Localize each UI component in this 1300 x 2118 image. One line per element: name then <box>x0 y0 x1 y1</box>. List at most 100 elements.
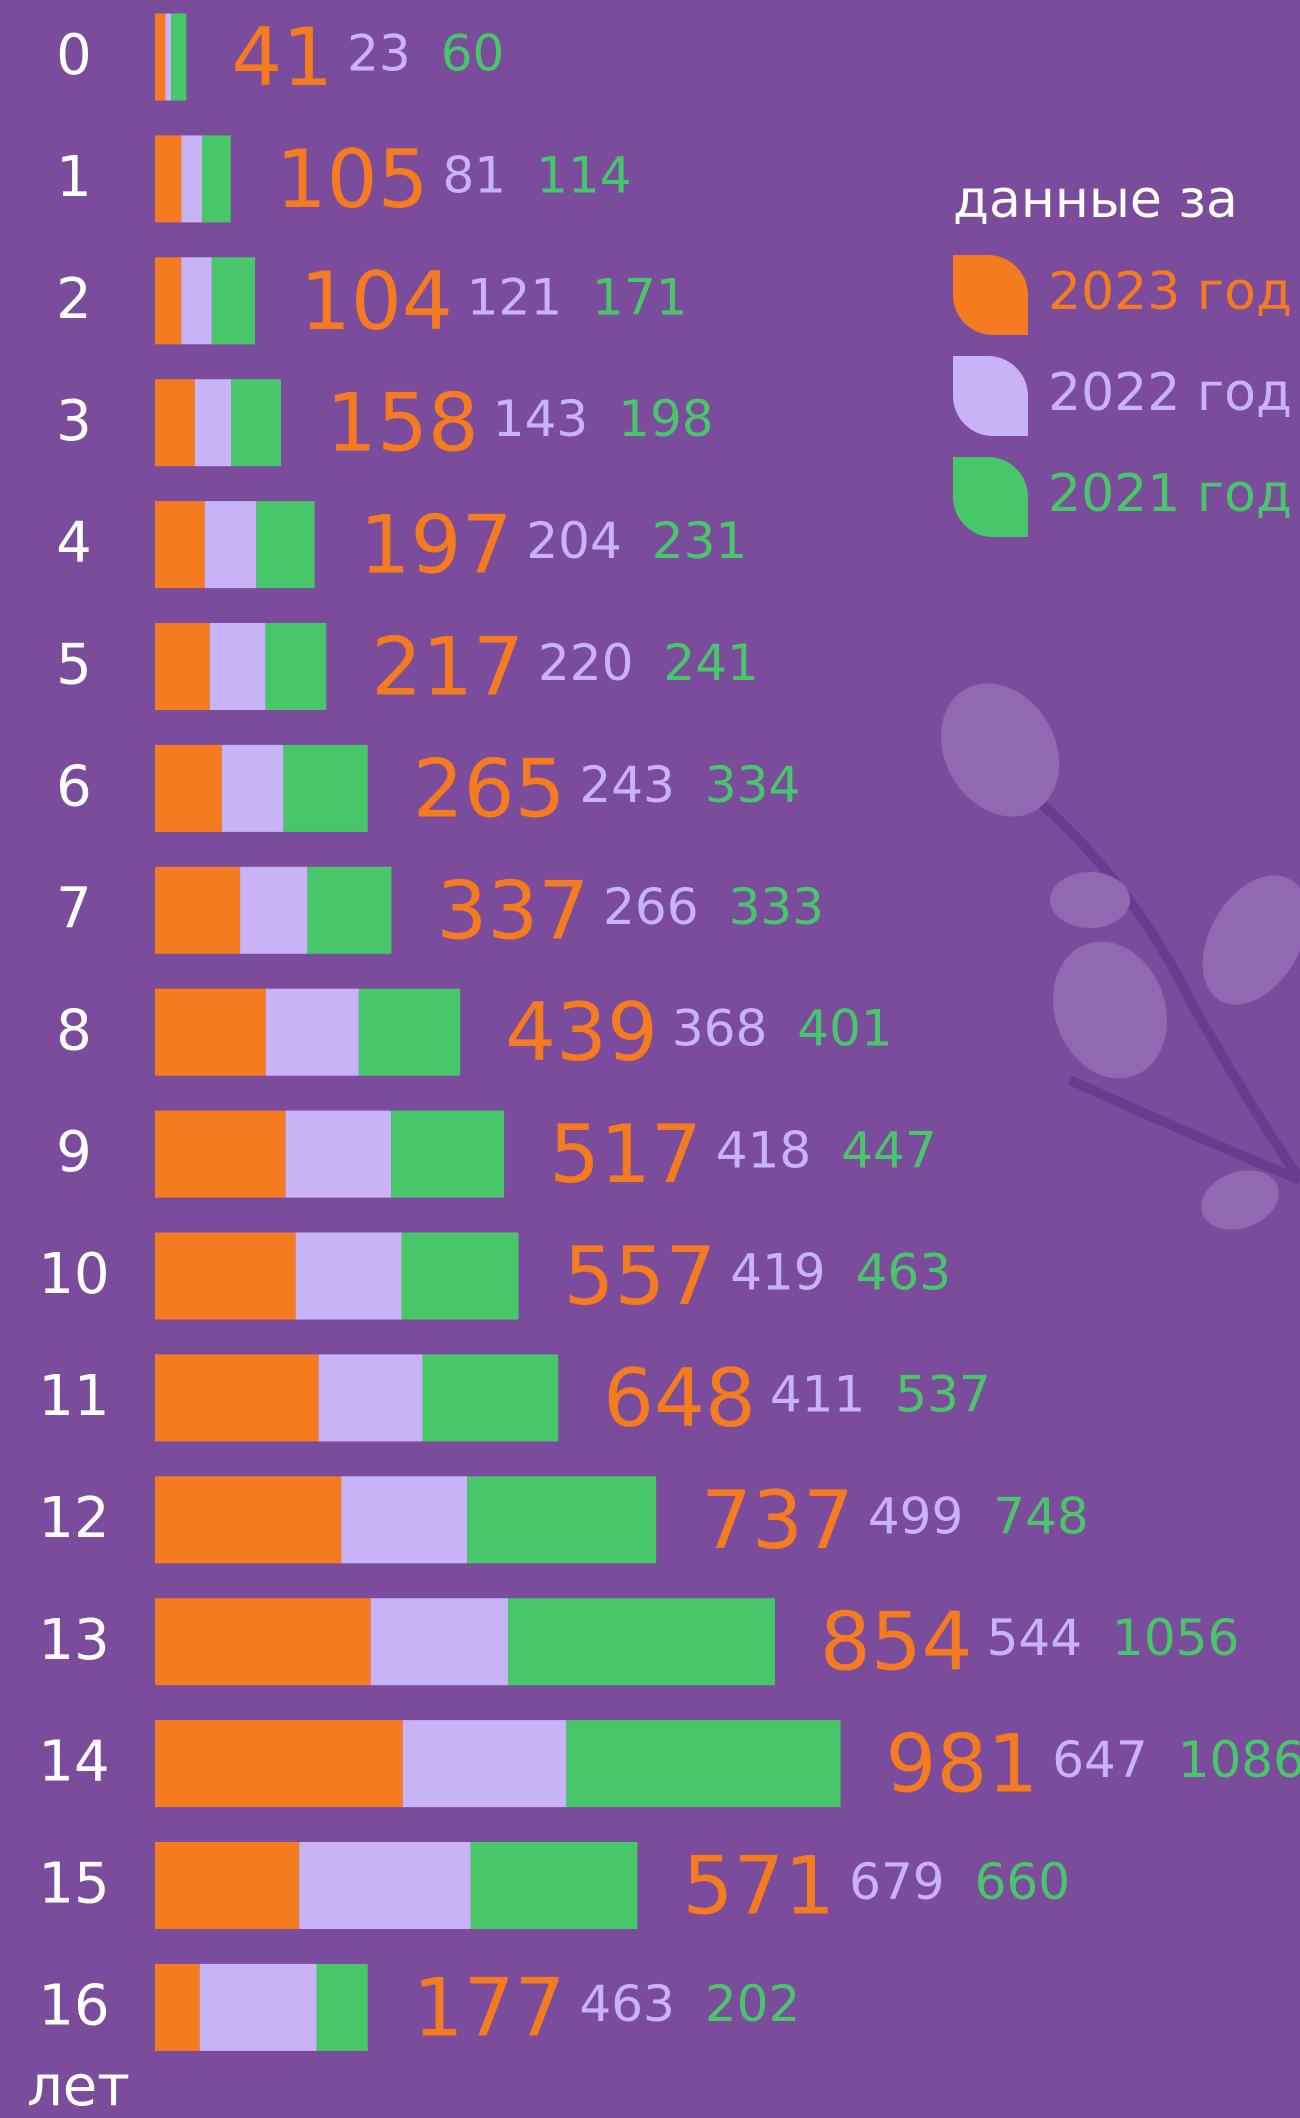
value-label: 231 <box>652 512 747 570</box>
bar-segment <box>467 1476 656 1563</box>
value-label: 418 <box>716 1122 811 1180</box>
value-label: 217 <box>371 620 524 713</box>
bar-segment <box>155 745 222 832</box>
bar-segment <box>155 1720 403 1807</box>
value-label: 1056 <box>1112 1609 1239 1667</box>
value-label: 463 <box>579 1975 674 2033</box>
category-label: 12 <box>38 1486 109 1551</box>
category-label: 8 <box>56 998 92 1063</box>
bar-segment <box>155 1598 371 1685</box>
bar-segment <box>403 1720 566 1807</box>
bar-segment <box>319 1354 423 1441</box>
category-label: 0 <box>56 23 92 88</box>
bar-segment <box>231 379 281 466</box>
bar-segment <box>202 135 231 222</box>
legend-label: 2023 год <box>1048 262 1292 322</box>
bar-segment <box>155 501 205 588</box>
bar-segment <box>155 1964 200 2051</box>
axis-label: лет <box>27 2054 130 2118</box>
bar-segment <box>155 1476 341 1563</box>
value-label: 571 <box>682 1839 835 1932</box>
value-label: 143 <box>493 390 588 448</box>
bar-segment <box>341 1476 467 1563</box>
category-label: 10 <box>38 1242 109 1307</box>
value-label: 197 <box>360 499 513 592</box>
value-label: 648 <box>603 1352 756 1445</box>
bar-segment <box>210 623 266 710</box>
value-label: 177 <box>413 1961 566 2054</box>
bar-segment <box>155 135 182 222</box>
bar-segment <box>423 1354 559 1441</box>
category-label: 11 <box>38 1364 109 1429</box>
category-label: 13 <box>38 1608 109 1673</box>
category-label: 2 <box>56 267 92 332</box>
value-label: 854 <box>820 1596 973 1689</box>
value-label: 544 <box>987 1609 1082 1667</box>
value-label: 202 <box>705 1975 800 2033</box>
value-label: 337 <box>436 864 589 957</box>
bar-segment <box>205 501 257 588</box>
value-label: 411 <box>770 1365 865 1423</box>
bar-segment <box>155 1842 299 1929</box>
value-label: 748 <box>993 1487 1088 1545</box>
bar-segment <box>155 379 195 466</box>
category-label: 7 <box>56 876 92 941</box>
bar-segment <box>212 257 255 344</box>
value-label: 419 <box>730 1244 825 1302</box>
bar-segment <box>155 14 165 101</box>
bar-segment <box>265 623 326 710</box>
value-label: 41 <box>231 11 333 104</box>
value-label: 447 <box>841 1122 936 1180</box>
value-label: 121 <box>467 268 562 326</box>
bar-segment <box>195 379 231 466</box>
value-label: 647 <box>1052 1731 1147 1789</box>
value-label: 81 <box>442 146 506 204</box>
legend-swatch <box>953 356 1028 436</box>
value-label: 105 <box>276 133 429 226</box>
bar-segment <box>508 1598 775 1685</box>
bar-segment <box>371 1598 508 1685</box>
bar-segment <box>222 745 283 832</box>
value-label: 660 <box>975 1853 1070 1911</box>
value-label: 368 <box>672 1000 767 1058</box>
value-label: 333 <box>729 878 824 936</box>
value-label: 1086 <box>1178 1731 1300 1789</box>
bar-segment <box>391 1111 504 1198</box>
category-label: 4 <box>56 511 92 576</box>
value-label: 104 <box>300 255 453 348</box>
value-label: 265 <box>413 742 566 835</box>
bar-segment <box>171 14 186 101</box>
decoration <box>917 662 1300 1240</box>
value-label: 517 <box>549 1108 702 1201</box>
legend-swatch <box>953 255 1028 335</box>
bar-segment <box>307 867 391 954</box>
category-label: 9 <box>56 1120 92 1185</box>
bar-segment <box>286 1111 392 1198</box>
bar-segment <box>266 989 359 1076</box>
value-label: 981 <box>886 1718 1039 1811</box>
legend-title: данные за <box>953 170 1238 230</box>
bar-segment <box>359 989 460 1076</box>
value-label: 439 <box>505 986 658 1079</box>
value-label: 334 <box>705 756 800 814</box>
bar-segment <box>256 501 314 588</box>
value-label: 171 <box>592 268 687 326</box>
bar-segment <box>283 745 367 832</box>
value-label: 679 <box>849 1853 944 1911</box>
category-label: 16 <box>38 1974 109 2039</box>
legend-label: 2022 год <box>1048 363 1292 423</box>
value-label: 537 <box>895 1365 990 1423</box>
bar-segment <box>182 135 202 222</box>
category-label: 6 <box>56 755 92 820</box>
value-label: 114 <box>536 146 631 204</box>
bar-segment <box>200 1964 317 2051</box>
value-label: 158 <box>326 377 479 470</box>
value-label: 241 <box>663 634 758 692</box>
legend-swatch <box>953 457 1028 537</box>
chart: данные за лет 04123601105811142104121171… <box>0 0 1300 2118</box>
value-label: 198 <box>618 390 713 448</box>
value-label: 243 <box>579 756 674 814</box>
value-label: 737 <box>701 1474 854 1567</box>
category-label: 3 <box>56 389 92 454</box>
bar-segment <box>317 1964 368 2051</box>
